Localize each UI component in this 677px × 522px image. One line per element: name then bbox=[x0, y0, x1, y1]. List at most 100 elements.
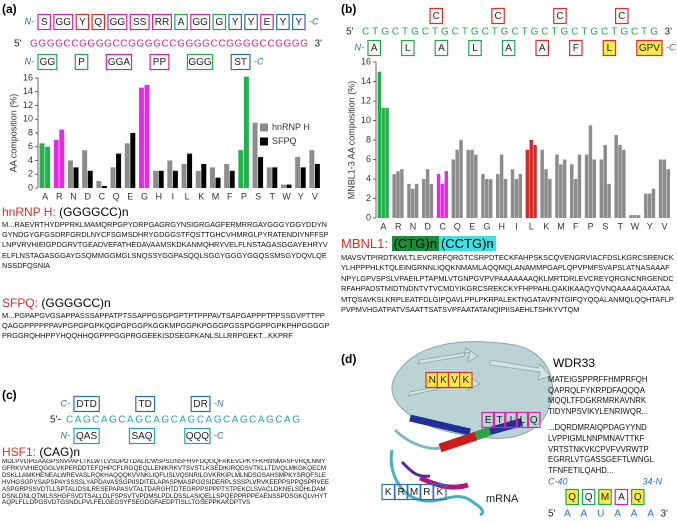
strand-terminus: N- bbox=[355, 42, 365, 52]
bar bbox=[481, 174, 485, 218]
x-tick-label: V bbox=[312, 191, 318, 201]
bar bbox=[644, 193, 648, 218]
strand-terminus: -C bbox=[666, 42, 676, 52]
residue-label: A bbox=[618, 492, 625, 503]
residue-box bbox=[515, 411, 530, 429]
bar bbox=[544, 169, 548, 218]
x-tick-label: Q bbox=[113, 191, 120, 201]
residue-box bbox=[492, 411, 507, 429]
residue-label: Y bbox=[295, 17, 302, 28]
strand-terminus: -C bbox=[214, 430, 224, 440]
residue-label: T bbox=[497, 415, 503, 426]
protein-header: MBNL1: (CTG)n (CCTG)n bbox=[341, 236, 496, 251]
bar bbox=[592, 159, 596, 218]
residue-label: QAS bbox=[76, 431, 97, 442]
residue-box bbox=[73, 395, 100, 413]
x-tick-label: P bbox=[241, 191, 247, 201]
residue-label: RR bbox=[155, 17, 169, 28]
bar bbox=[629, 215, 633, 218]
residue-box bbox=[401, 39, 415, 57]
repeat-label: (GGGGCC)n bbox=[41, 296, 111, 310]
residue-box bbox=[429, 7, 443, 25]
x-tick-label: S bbox=[255, 191, 261, 201]
residue-box bbox=[565, 488, 579, 506]
bar bbox=[314, 163, 320, 188]
legend-swatch bbox=[260, 137, 268, 146]
bar bbox=[503, 179, 508, 218]
residue-label: E bbox=[485, 415, 492, 426]
bar bbox=[400, 169, 404, 218]
bar bbox=[633, 215, 637, 218]
residue-box bbox=[504, 411, 518, 429]
residue-label: DR bbox=[193, 399, 207, 410]
residue-label: Q bbox=[568, 492, 576, 503]
bar bbox=[73, 167, 79, 188]
bar bbox=[39, 143, 45, 188]
residue-label: N bbox=[429, 375, 436, 386]
residue-box bbox=[260, 13, 274, 31]
bar bbox=[573, 179, 578, 218]
residue-box bbox=[190, 13, 211, 31]
residue-label: Y bbox=[280, 17, 287, 28]
residue-label: C bbox=[556, 11, 563, 22]
residue-label: L bbox=[607, 43, 613, 54]
x-tick-label: W bbox=[282, 191, 291, 201]
bar bbox=[67, 160, 73, 188]
x-tick-label: C bbox=[99, 191, 106, 201]
residue-label: DTD bbox=[76, 399, 97, 410]
residue-label: SS bbox=[133, 17, 147, 28]
wdr33-line: MQQLTFDGKRMRKAVNRK bbox=[548, 396, 647, 406]
y-tick-label: 6 bbox=[28, 141, 33, 151]
residue-label: M bbox=[601, 492, 609, 503]
bar bbox=[525, 149, 530, 218]
y-tick-label: 2 bbox=[28, 169, 33, 179]
bar bbox=[116, 153, 122, 188]
residue-box bbox=[186, 53, 214, 71]
x-tick-label: G bbox=[483, 221, 490, 231]
bar bbox=[577, 154, 582, 218]
residue-label: GG bbox=[56, 17, 72, 28]
residue-label: TD bbox=[139, 399, 152, 410]
x-tick-label: N bbox=[70, 191, 77, 201]
residue-box bbox=[128, 427, 156, 445]
y-axis-label: MNBL1-3 AA composition (%) bbox=[346, 81, 356, 200]
x-tick-label: Q bbox=[454, 221, 461, 231]
x-tick-label: L bbox=[529, 221, 534, 231]
rna-end: 3' bbox=[665, 27, 673, 38]
residue-box bbox=[135, 395, 156, 413]
residue-label: R bbox=[423, 487, 430, 498]
x-tick-label: P bbox=[588, 221, 594, 231]
protein-name: SFPQ: bbox=[2, 296, 39, 310]
residue-label: ST bbox=[234, 57, 247, 68]
x-tick-label: K bbox=[543, 221, 549, 231]
residue-label: C bbox=[433, 11, 440, 22]
x-tick-label: R bbox=[395, 221, 402, 231]
bar bbox=[599, 159, 604, 218]
bar bbox=[425, 169, 430, 218]
rna-sequence: CAGCAGCAGCAGCAGCAGCAGCAGCAG bbox=[66, 415, 300, 426]
bar bbox=[459, 140, 463, 218]
residue-box bbox=[105, 53, 133, 71]
bar bbox=[258, 157, 264, 188]
x-tick-label: F bbox=[573, 221, 579, 231]
repeat-label: (CAG)n bbox=[39, 445, 81, 459]
rna-end: 5' bbox=[548, 509, 556, 520]
y-tick-label: 16 bbox=[361, 56, 371, 66]
bar bbox=[396, 171, 400, 218]
bar bbox=[229, 170, 235, 188]
residue-box bbox=[535, 39, 549, 57]
residue-label: P bbox=[78, 57, 85, 68]
residue-label: GGA bbox=[108, 57, 131, 68]
bar bbox=[466, 149, 470, 218]
y-tick-label: 14 bbox=[361, 76, 371, 86]
x-tick-label: N bbox=[410, 221, 417, 231]
bar bbox=[570, 164, 574, 218]
residue-box bbox=[37, 53, 58, 71]
bar bbox=[411, 188, 415, 218]
wdr33-line: TIDYNPSVIKYLENRIWQR... bbox=[548, 406, 649, 416]
strand-terminus: 34-N bbox=[642, 476, 662, 486]
bar bbox=[130, 133, 136, 188]
residue-box bbox=[434, 39, 449, 57]
bar bbox=[429, 183, 434, 218]
